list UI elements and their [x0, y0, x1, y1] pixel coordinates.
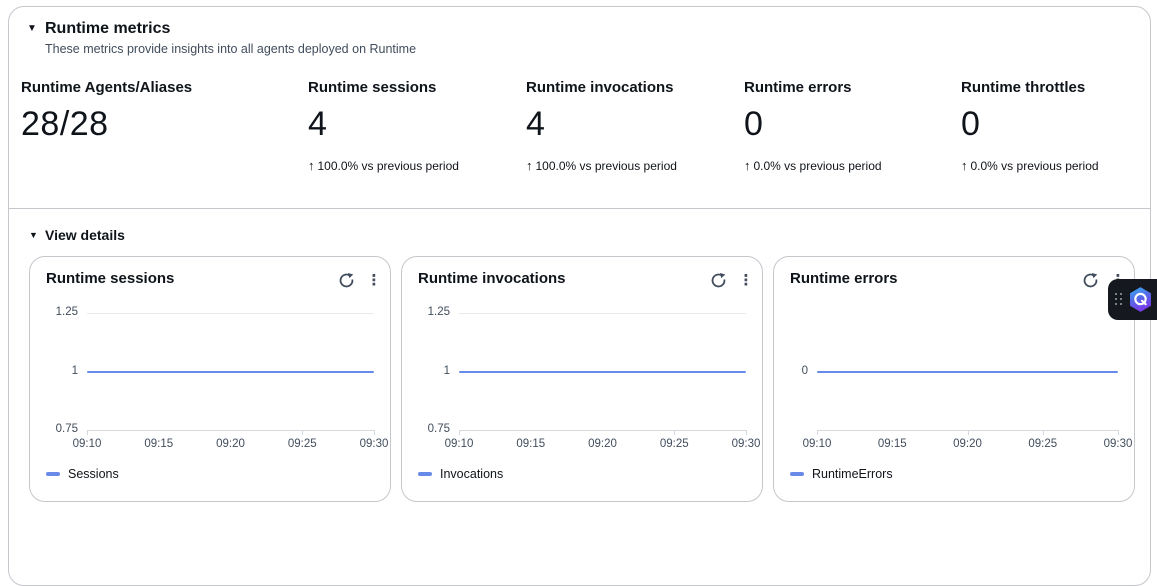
x-tick-label: 09:10 [795, 438, 839, 450]
trend-up-icon: ↑ [744, 158, 751, 173]
legend-swatch [418, 472, 432, 476]
trend-up-icon: ↑ [308, 158, 315, 173]
legend-swatch [46, 472, 60, 476]
metric-throttles: Runtime throttles 0 ↑ 0.0% vs previous p… [961, 79, 1099, 173]
metric-sessions: Runtime sessions 4 ↑ 100.0% vs previous … [308, 79, 459, 173]
y-tick-label: 0.75 [38, 423, 78, 435]
legend-label: RuntimeErrors [812, 467, 893, 481]
x-axis [87, 430, 374, 431]
runtime-metrics-section-toggle[interactable]: ▼ Runtime metrics [27, 20, 170, 38]
y-tick-label: 1 [38, 365, 78, 377]
x-tick-label: 09:25 [652, 438, 696, 450]
legend-swatch [790, 472, 804, 476]
y-tick-label: 1.25 [410, 306, 450, 318]
gridline [459, 313, 746, 314]
series-line-invocations [459, 371, 746, 373]
y-tick-label: 1 [410, 365, 450, 377]
trend-text: 0.0% vs previous period [971, 159, 1099, 173]
chart-card-runtime-sessions: Runtime sessions ⋮ 1.25 1 0.75 09:10 09:… [29, 256, 391, 502]
section-title: Runtime metrics [45, 20, 170, 38]
amazon-q-icon[interactable] [1127, 286, 1154, 313]
chart-card-runtime-invocations: Runtime invocations ⋮ 1.25 1 0.75 09:10 … [401, 256, 763, 502]
x-tick-label: 09:15 [509, 438, 553, 450]
metric-agents-aliases: Runtime Agents/Aliases 28/28 [21, 79, 192, 144]
metric-invocations: Runtime invocations 4 ↑ 100.0% vs previo… [526, 79, 677, 173]
metric-value: 4 [526, 105, 677, 144]
legend-label: Sessions [68, 467, 119, 481]
legend-label: Invocations [440, 467, 503, 481]
x-tick-label: 09:25 [280, 438, 324, 450]
legend-item-sessions[interactable]: Sessions [46, 467, 119, 481]
chart-card-runtime-errors: Runtime errors ⋮ 0 09:10 09:15 09:20 09:… [773, 256, 1135, 502]
plot-region: 09:10 09:15 09:20 09:25 09:30 [87, 257, 374, 501]
x-tick-label: 09:10 [65, 438, 109, 450]
chart-area: 1.25 1 0.75 09:10 09:15 09:20 09:25 09:3… [30, 257, 390, 501]
chart-area: 1.25 1 0.75 09:10 09:15 09:20 09:25 09:3… [402, 257, 762, 501]
x-tick-label: 09:10 [437, 438, 481, 450]
metric-trend: ↑ 0.0% vs previous period [961, 158, 1099, 173]
metric-trend: ↑ 100.0% vs previous period [526, 158, 677, 173]
legend-item-invocations[interactable]: Invocations [418, 467, 503, 481]
drag-handle-icon[interactable] [1115, 293, 1123, 306]
metric-label: Runtime throttles [961, 79, 1099, 96]
caret-down-icon[interactable]: ▼ [27, 20, 45, 38]
x-tick-label: 09:30 [1096, 438, 1140, 450]
metric-value: 4 [308, 105, 459, 144]
plot-region: 09:10 09:15 09:20 09:25 09:30 [459, 257, 746, 501]
x-tick-label: 09:25 [1021, 438, 1065, 450]
y-tick-label: 1.25 [38, 306, 78, 318]
section-divider [9, 208, 1150, 209]
caret-down-icon[interactable]: ▼ [29, 226, 45, 244]
y-tick-label: 0.75 [410, 423, 450, 435]
metric-trend: ↑ 100.0% vs previous period [308, 158, 459, 173]
x-tick-label: 09:15 [137, 438, 181, 450]
runtime-metrics-container: ▼ Runtime metrics These metrics provide … [8, 6, 1151, 586]
plot-region: 09:10 09:15 09:20 09:25 09:30 [817, 257, 1118, 501]
metric-errors: Runtime errors 0 ↑ 0.0% vs previous peri… [744, 79, 882, 173]
trend-text: 100.0% vs previous period [318, 159, 459, 173]
metric-label: Runtime Agents/Aliases [21, 79, 192, 96]
metric-label: Runtime invocations [526, 79, 677, 96]
trend-up-icon: ↑ [961, 158, 968, 173]
series-line-runtime-errors [817, 371, 1118, 373]
metric-label: Runtime sessions [308, 79, 459, 96]
section-description: These metrics provide insights into all … [45, 42, 416, 56]
x-tick-label: 09:20 [946, 438, 990, 450]
view-details-toggle[interactable]: ▼ View details [29, 226, 125, 244]
assistant-floating-button[interactable] [1108, 279, 1157, 320]
metric-value: 0 [744, 105, 882, 144]
trend-up-icon: ↑ [526, 158, 533, 173]
x-tick-label: 09:30 [724, 438, 768, 450]
x-tick-label: 09:30 [352, 438, 396, 450]
gridline [87, 313, 374, 314]
view-details-label: View details [45, 227, 125, 243]
y-tick-label: 0 [782, 365, 808, 377]
x-tick-label: 09:20 [581, 438, 625, 450]
series-line-sessions [87, 371, 374, 373]
chart-area: 0 09:10 09:15 09:20 09:25 09:30 RuntimeE… [774, 257, 1134, 501]
trend-text: 100.0% vs previous period [536, 159, 677, 173]
metric-value: 0 [961, 105, 1099, 144]
metric-value: 28/28 [21, 105, 192, 144]
x-tick-label: 09:20 [209, 438, 253, 450]
legend-item-runtime-errors[interactable]: RuntimeErrors [790, 467, 893, 481]
x-axis [459, 430, 746, 431]
metric-label: Runtime errors [744, 79, 882, 96]
x-tick-label: 09:15 [870, 438, 914, 450]
trend-text: 0.0% vs previous period [754, 159, 882, 173]
metric-trend: ↑ 0.0% vs previous period [744, 158, 882, 173]
